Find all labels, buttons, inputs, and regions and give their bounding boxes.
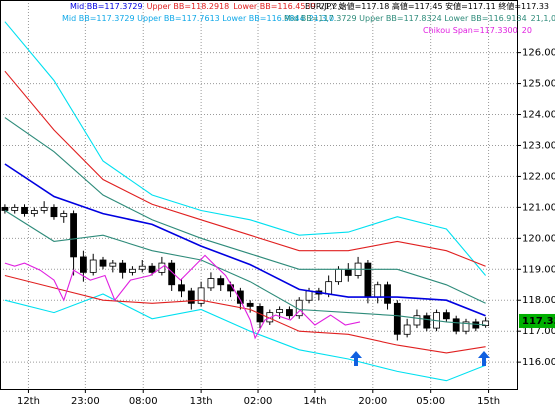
x-tick-label: 20:00 (358, 396, 387, 407)
candle-body (148, 265, 156, 273)
candle-body (89, 259, 97, 273)
indicator-line (4, 117, 486, 304)
candle-body (11, 206, 19, 211)
legend-part: 21,1,0 (531, 14, 555, 23)
indicator-legend: Mid BB=117.3729 Upper BB=118.2918 Lower BB… (70, 2, 345, 11)
y-tick-label: 121.00 (522, 202, 555, 213)
indicator-line (4, 163, 486, 317)
candle-body (70, 213, 77, 258)
candle-body (246, 302, 254, 307)
y-tick-label: 119.00 (522, 264, 555, 275)
legend-part: Chikou Span=117.3300 (423, 26, 518, 35)
candle-body (344, 268, 352, 276)
y-tick-label: 118.00 (522, 295, 555, 306)
candle-body (384, 284, 391, 304)
legend-part: Upper BB=118.2918 (147, 2, 230, 11)
candle-body (364, 262, 372, 298)
legend-part: Lower BB=116.4539 (233, 2, 315, 11)
indicator-legend: EUR/JPY 始値=117.18 高値=117.45 安値=117.11 終値… (305, 1, 549, 11)
candle-body (374, 284, 382, 298)
signal-arrow (478, 351, 490, 366)
indicator-line (4, 70, 486, 267)
last-price-box (519, 313, 555, 328)
indicator-line (4, 210, 486, 326)
candle-body (236, 290, 244, 304)
candle-body (393, 302, 401, 335)
indicator-legend: Mid BB=117.3729 Upper BB=117.7613 Lower … (62, 14, 334, 23)
candle-body (325, 281, 333, 295)
indicator-legend: Mid BB=117.3729 Upper BB=117.8324 Lower … (284, 14, 555, 23)
candle-body (197, 287, 205, 304)
candle-body (109, 262, 117, 267)
x-tick-label: 08:00 (129, 396, 158, 407)
candle-body (423, 315, 431, 329)
y-tick-label: 122.00 (522, 171, 555, 182)
y-tick-label: 123.00 (522, 140, 555, 151)
last-price-label: 117.33 (522, 316, 555, 327)
legend-part: 21,3,0 (309, 14, 334, 23)
candle-body (178, 284, 185, 292)
plot-border (0, 0, 518, 390)
legend-part: EUR/JPY 始値=117.18 高値=117.45 安値=117.11 終値… (305, 1, 549, 11)
candle-body (129, 268, 136, 273)
legend-part: Mid BB=117.3729 Upper BB=117.7613 Lower … (62, 14, 305, 23)
x-tick-label: 02:00 (244, 396, 273, 407)
x-tick-label: 15th (477, 396, 500, 407)
indicator-line (4, 21, 487, 276)
x-tick-label: 13th (190, 396, 213, 407)
candle-body (413, 315, 421, 326)
legend-part: 20 (522, 26, 532, 35)
candle-body (187, 290, 195, 304)
legend-part: Mid BB=117.3729 (70, 2, 143, 11)
legend-part: Mid BB=117.3729 Upper BB=117.8324 Lower … (284, 14, 527, 23)
candle-body (403, 324, 411, 335)
candle-body (217, 278, 225, 286)
x-tick-label: 05:00 (416, 396, 445, 407)
candle-body (207, 278, 215, 289)
candle-body (138, 265, 146, 270)
candle-body (99, 259, 107, 267)
indicator-legend: Chikou Span=117.3300 20 (423, 26, 532, 35)
candle-body (305, 290, 313, 301)
candle-body (452, 318, 460, 332)
candle-body (276, 309, 284, 314)
indicator-line (4, 274, 486, 354)
candle-body (482, 320, 490, 327)
candle-body (286, 309, 293, 317)
y-tick-label: 126.00 (522, 48, 555, 59)
plot-area (0, 0, 518, 390)
candle-body (119, 262, 127, 273)
candle-body (335, 268, 342, 283)
y-tick-label: 116.00 (522, 357, 555, 368)
candle-body (79, 256, 87, 273)
candle-body (21, 206, 28, 214)
x-tick-label: 23:00 (71, 396, 100, 407)
candle-body (462, 321, 470, 332)
y-tick-label: 125.00 (522, 79, 555, 90)
candle-body (472, 321, 480, 329)
candle-body (40, 206, 48, 211)
y-tick-label: 117.00 (522, 326, 555, 337)
candle-body (50, 206, 58, 218)
indicator-line (4, 254, 361, 340)
legend-part: 21,2,0 (320, 2, 345, 11)
candle-body (442, 312, 450, 320)
y-tick-label: 124.00 (522, 110, 555, 121)
indicator-line (4, 293, 486, 382)
y-tick-label: 120.00 (522, 233, 555, 244)
x-tick-label: 12th (17, 396, 40, 407)
x-tick-label: 14th (303, 396, 326, 407)
candle-body (30, 210, 38, 214)
candle-body (60, 213, 68, 218)
signal-arrow (350, 351, 362, 366)
candle-body (1, 206, 9, 211)
